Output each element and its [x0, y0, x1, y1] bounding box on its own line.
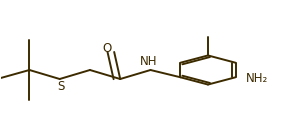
Text: NH: NH — [140, 55, 158, 68]
Text: S: S — [57, 80, 65, 93]
Text: O: O — [102, 42, 111, 55]
Text: NH₂: NH₂ — [246, 72, 268, 85]
